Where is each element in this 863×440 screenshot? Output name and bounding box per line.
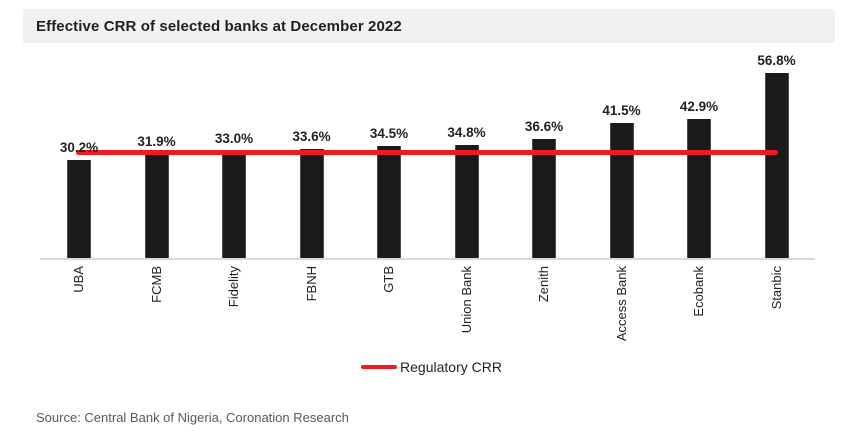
category-label-fidelity: Fidelity — [226, 266, 241, 308]
bar-fcmb — [144, 154, 169, 258]
legend: Regulatory CRR — [0, 356, 863, 378]
source-note: Source: Central Bank of Nigeria, Coronat… — [36, 410, 349, 425]
bar-value-ecobank: 42.9% — [679, 98, 719, 114]
red-line-legend-swatch — [361, 365, 398, 369]
bar-value-zenith: 36.6% — [524, 119, 564, 135]
x-axis-line — [40, 258, 815, 260]
bar-zenith — [532, 139, 556, 258]
legend-label: Regulatory CRR — [400, 359, 502, 375]
bar-value-fidelity: 33.0% — [214, 130, 254, 146]
category-label-union-bank: Union Bank — [458, 266, 474, 334]
category-label-access-bank: Access Bank — [613, 266, 629, 342]
bar-value-gtb: 34.5% — [369, 125, 409, 141]
bar-fbnh — [299, 148, 324, 258]
category-label-stanbic: Stanbic — [768, 266, 784, 310]
category-label-uba: UBA — [71, 266, 86, 293]
bar-value-union-bank: 34.8% — [447, 124, 486, 140]
category-label-zenith: Zenith — [536, 266, 551, 303]
regulatory-crr-line — [76, 150, 778, 155]
category-label-gtb: GTB — [381, 266, 396, 293]
bar-value-fcmb: 31.9% — [137, 134, 176, 150]
bar-value-uba: 30.2% — [59, 139, 99, 155]
chart-title-band: Effective CRR of selected banks at Decem… — [23, 9, 835, 43]
chart-title: Effective CRR of selected banks at Decem… — [36, 17, 402, 35]
bar-uba — [67, 159, 91, 258]
bar-value-stanbic: 56.8% — [757, 53, 796, 69]
category-label-ecobank: Ecobank — [691, 266, 706, 317]
category-label-fbnh: FBNH — [303, 266, 319, 302]
bar-value-fbnh: 33.6% — [292, 128, 331, 144]
bar-fidelity — [222, 150, 246, 258]
bar-gtb — [377, 145, 401, 258]
bar-value-access-bank: 41.5% — [602, 103, 641, 119]
bar-union-bank — [454, 144, 479, 258]
bar-stanbic — [764, 73, 789, 258]
bar-access-bank — [609, 123, 634, 258]
bar-ecobank — [687, 118, 711, 258]
category-label-fcmb: FCMB — [148, 266, 164, 303]
